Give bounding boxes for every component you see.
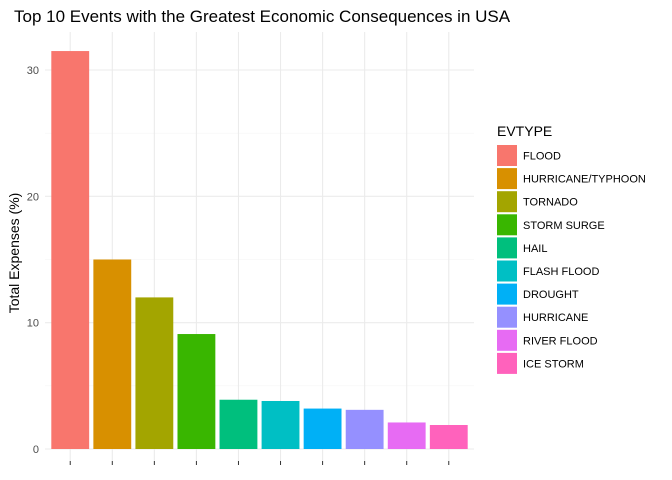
bar bbox=[135, 297, 174, 449]
y-axis-ticks: 0 10 20 30 bbox=[27, 65, 39, 456]
bar bbox=[93, 259, 132, 449]
legend-key bbox=[497, 145, 517, 166]
y-tick-label: 10 bbox=[27, 318, 39, 330]
bar bbox=[51, 51, 90, 450]
legend-key bbox=[497, 260, 517, 282]
bar bbox=[345, 409, 384, 449]
legend-key bbox=[497, 329, 517, 351]
legend-label: RIVER FLOOD bbox=[523, 335, 598, 347]
legend-label: FLOOD bbox=[523, 151, 561, 163]
legend-key bbox=[497, 283, 517, 305]
legend-label: HURRICANE bbox=[523, 312, 588, 324]
legend-label: HURRICANE/TYPHOON bbox=[523, 174, 646, 186]
legend-key bbox=[497, 168, 517, 190]
bar bbox=[177, 334, 216, 449]
legend-title: EVTYPE bbox=[497, 123, 552, 139]
bar bbox=[429, 425, 468, 449]
legend-label: FLASH FLOOD bbox=[523, 266, 599, 278]
grid-lines bbox=[45, 32, 474, 461]
bars bbox=[51, 51, 468, 450]
y-tick-label: 0 bbox=[33, 444, 39, 456]
legend-key bbox=[497, 191, 517, 213]
x-axis-ticks bbox=[69, 461, 450, 465]
legend-label: STORM SURGE bbox=[523, 220, 605, 232]
legend-label: HAIL bbox=[523, 243, 547, 255]
legend-label: DROUGHT bbox=[523, 289, 579, 301]
bar bbox=[219, 399, 258, 449]
legend: EVTYPE FLOOD HURRICANE/TYPHOON TORNADO STOR… bbox=[497, 123, 646, 374]
legend-label: ICE STORM bbox=[523, 358, 584, 370]
legend-key bbox=[497, 237, 517, 259]
y-axis-title: Total Expenses (%) bbox=[6, 193, 22, 314]
legend-key bbox=[497, 352, 517, 374]
legend-label: TORNADO bbox=[523, 197, 578, 209]
legend-key bbox=[497, 306, 517, 328]
bar bbox=[303, 408, 342, 449]
bar bbox=[387, 422, 426, 449]
y-tick-label: 20 bbox=[27, 191, 39, 203]
legend-key bbox=[497, 214, 517, 236]
chart-title: Top 10 Events with the Greatest Economic… bbox=[14, 7, 511, 26]
bar bbox=[261, 400, 300, 449]
y-tick-label: 30 bbox=[27, 65, 39, 77]
